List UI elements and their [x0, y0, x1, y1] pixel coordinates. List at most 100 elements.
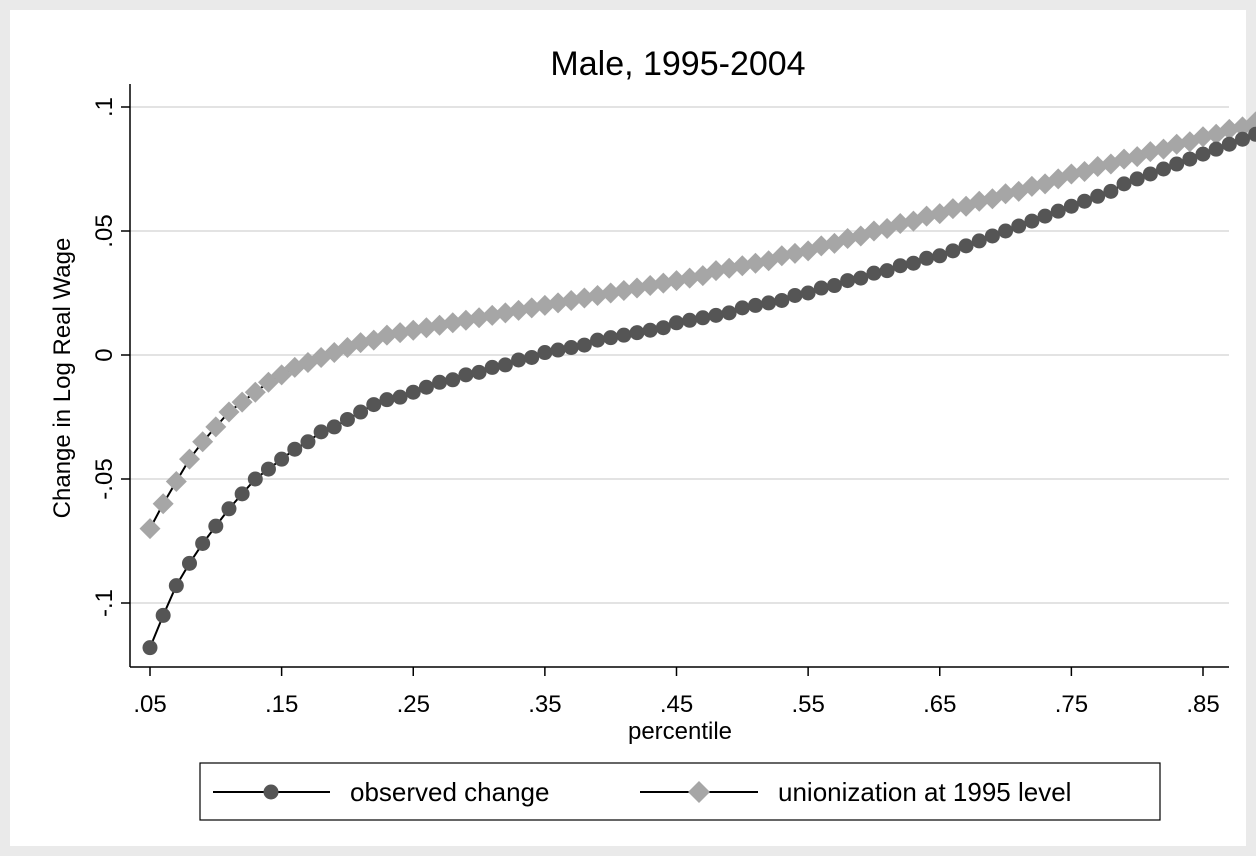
y-tick-label: -.1: [91, 589, 118, 617]
observed-change-point: [1169, 156, 1185, 172]
observed-change-point: [1037, 208, 1053, 224]
observed-change-point: [392, 389, 408, 405]
x-tick-label: .85: [1186, 691, 1219, 718]
observed-change-point: [576, 337, 592, 353]
observed-change-point: [524, 349, 540, 365]
observed-change-point: [432, 374, 448, 390]
legend-marker-observed: [263, 784, 279, 800]
observed-change-point: [1221, 136, 1237, 152]
unionization-1995-point: [560, 289, 582, 311]
observed-change-point: [1248, 126, 1256, 142]
unionization-1995-point: [442, 312, 464, 334]
observed-change-point: [1011, 218, 1027, 234]
unionization-1995-point: [995, 183, 1017, 205]
observed-change-point: [1077, 193, 1093, 209]
unionization-1995-point: [165, 470, 187, 492]
unionization-1995-point: [863, 220, 885, 242]
observed-change-point: [642, 322, 658, 338]
observed-change-point: [300, 434, 316, 450]
unionization-1995-point: [415, 317, 437, 339]
unionization-1995-point: [1245, 111, 1256, 133]
observed-change-point: [840, 273, 856, 289]
unionization-1995-point: [244, 381, 266, 403]
unionization-1995-point: [1087, 156, 1109, 178]
observed-change-point: [1208, 141, 1224, 157]
observed-change-point: [629, 325, 645, 341]
x-tick-label: .05: [133, 691, 166, 718]
observed-change-point: [339, 411, 355, 427]
unionization-1995-point: [758, 250, 780, 272]
legend-marker-union: [688, 781, 710, 803]
observed-change-point: [708, 307, 724, 323]
x-tick-label: .15: [265, 691, 298, 718]
observed-change-point: [682, 312, 698, 328]
observed-change-point: [563, 340, 579, 356]
unionization-1995-point: [350, 332, 372, 354]
observed-change-point: [379, 392, 395, 408]
unionization-1995-point: [889, 213, 911, 235]
observed-change-point: [313, 424, 329, 440]
observed-change-point: [958, 238, 974, 254]
unionization-1995-point: [718, 257, 740, 279]
x-tick-label: .25: [397, 691, 430, 718]
unionization-1995-point: [731, 255, 753, 277]
observed-change-point: [1116, 176, 1132, 192]
y-axis-label: Change in Log Real Wage: [49, 238, 76, 519]
unionization-1995-point: [626, 277, 648, 299]
unionization-1995-point: [218, 401, 240, 423]
x-tick-label: .35: [528, 691, 561, 718]
observed-change-point: [932, 248, 948, 264]
observed-change-point: [1063, 198, 1079, 214]
observed-change-point: [1129, 171, 1145, 187]
observed-change-point: [247, 471, 263, 487]
unionization-1995-point: [192, 431, 214, 453]
observed-change-point: [603, 330, 619, 346]
unionization-1995-point: [679, 267, 701, 289]
observed-change-point: [168, 578, 184, 594]
unionization-1995-point: [942, 198, 964, 220]
unionization-1995-point: [376, 324, 398, 346]
unionization-1995-point: [1021, 175, 1043, 197]
observed-change-point: [919, 250, 935, 266]
unionization-1995-point: [639, 275, 661, 297]
unionization-1995-point: [666, 270, 687, 292]
y-tick-label: 0: [91, 348, 118, 361]
unionization-1995-point: [389, 322, 411, 344]
unionization-1995-point: [784, 242, 806, 264]
unionization-1995-point: [455, 309, 477, 331]
unionization-1995-point: [429, 314, 451, 336]
unionization-1995-point: [547, 292, 569, 314]
unionization-1995-point: [837, 227, 859, 249]
observed-change-point: [537, 345, 553, 361]
observed-change-point: [998, 223, 1014, 239]
observed-change-point: [813, 280, 829, 296]
observed-change-point: [787, 287, 803, 303]
x-axis-ticks: .05 .15 .25 .35 .45 .55 .65 .75 .85: [133, 667, 1220, 718]
observed-change-point: [142, 640, 158, 656]
observed-change-point: [418, 379, 434, 395]
legend-label-observed: observed change: [350, 777, 549, 807]
unionization-1995-point: [613, 280, 635, 302]
observed-change-point: [669, 315, 684, 331]
unionization-1995-point: [1060, 163, 1082, 185]
unionization-1995-point: [652, 272, 674, 294]
unionization-1995-point: [771, 245, 793, 267]
unionization-1995-point: [1139, 141, 1161, 163]
observed-change-point: [1050, 203, 1066, 219]
observed-change-point: [879, 263, 895, 279]
unionization-1995-point: [178, 448, 200, 470]
observed-change-point: [616, 327, 632, 343]
unionization-1995-point: [744, 252, 766, 274]
observed-change-point: [984, 228, 1000, 244]
unionization-1995-point: [402, 319, 424, 341]
observed-change-point: [208, 518, 224, 534]
observed-change-point: [721, 305, 737, 321]
observed-change-point: [905, 255, 921, 271]
observed-change-point: [234, 486, 250, 502]
observed-change-point: [366, 397, 382, 413]
unionization-1995-point: [1192, 126, 1214, 148]
unionization-1995-point: [205, 416, 227, 438]
observed-change-point: [590, 332, 606, 348]
observed-change-point: [1234, 131, 1250, 147]
unionization-1995-point: [968, 190, 990, 212]
